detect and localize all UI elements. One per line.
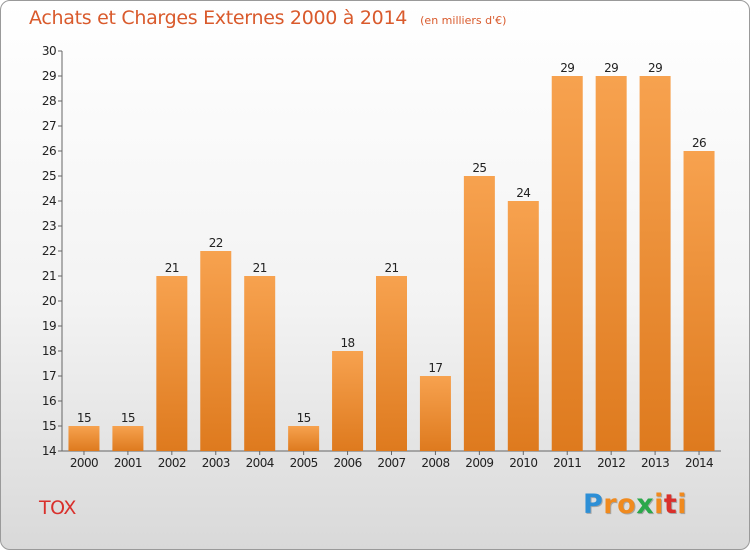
data-label: 15 bbox=[297, 411, 311, 425]
bar-2012 bbox=[595, 76, 627, 451]
data-label: 29 bbox=[648, 61, 662, 75]
logo-letter: t bbox=[663, 489, 678, 520]
bar-2001 bbox=[112, 426, 144, 451]
x-tick-label: 2012 bbox=[597, 456, 625, 470]
x-tick-label: 2004 bbox=[246, 456, 274, 470]
y-tick-label: 16 bbox=[42, 394, 56, 408]
chart-subtitle: (en milliers d'€) bbox=[420, 14, 507, 27]
data-label: 24 bbox=[516, 186, 530, 200]
bar-2003 bbox=[200, 251, 232, 451]
logo-letter: x bbox=[636, 489, 655, 520]
bar-2011 bbox=[551, 76, 583, 451]
chart-bars bbox=[68, 76, 715, 451]
bar-2008 bbox=[419, 376, 451, 451]
bar-2005 bbox=[288, 426, 320, 451]
y-tick-label: 20 bbox=[42, 294, 56, 308]
y-tick-label: 21 bbox=[42, 269, 56, 283]
data-label: 15 bbox=[77, 411, 91, 425]
bar-2009 bbox=[463, 176, 495, 451]
bar-2004 bbox=[244, 276, 276, 451]
bar-2006 bbox=[332, 351, 364, 451]
y-tick-label: 26 bbox=[42, 144, 56, 158]
x-tick-label: 2002 bbox=[158, 456, 186, 470]
bar-2014 bbox=[683, 151, 715, 451]
bar-2000 bbox=[68, 426, 100, 451]
x-tick-label: 2000 bbox=[70, 456, 98, 470]
bar-2010 bbox=[507, 201, 539, 451]
bar-2007 bbox=[376, 276, 407, 451]
y-tick-label: 22 bbox=[42, 244, 56, 258]
chart-labels: 2000 15 2001 15 2002 21 2003 22 2004 21 2005 15 2006… bbox=[70, 61, 714, 470]
y-tick-label: 25 bbox=[42, 169, 56, 183]
x-tick-label: 2006 bbox=[333, 456, 361, 470]
x-tick-label: 2007 bbox=[377, 456, 405, 470]
x-tick-label: 2013 bbox=[641, 456, 669, 470]
logo-letter: r bbox=[603, 489, 618, 520]
logo-letter: P bbox=[583, 489, 604, 520]
logo-letter: o bbox=[617, 489, 637, 520]
x-tick-label: 2001 bbox=[114, 456, 142, 470]
bar-2002 bbox=[156, 276, 188, 451]
data-label: 21 bbox=[165, 261, 179, 275]
y-tick-label: 29 bbox=[42, 69, 56, 83]
title-row: Achats et Charges Externes 2000 à 2014 (… bbox=[29, 7, 506, 29]
commune-name: TOX bbox=[39, 497, 76, 519]
x-tick-label: 2003 bbox=[202, 456, 230, 470]
y-tick-label: 23 bbox=[42, 219, 56, 233]
logo-letter: i bbox=[654, 489, 664, 520]
logo-letter: i bbox=[677, 489, 688, 520]
proxiti-logo: Proxiti bbox=[583, 489, 687, 520]
y-tick-label: 28 bbox=[42, 94, 56, 108]
data-label: 26 bbox=[692, 136, 706, 150]
data-label: 21 bbox=[253, 261, 267, 275]
x-tick-label: 2014 bbox=[685, 456, 713, 470]
y-tick-label: 19 bbox=[42, 319, 56, 333]
y-tick-label: 14 bbox=[42, 444, 56, 458]
data-label: 22 bbox=[209, 236, 223, 250]
data-label: 18 bbox=[341, 336, 355, 350]
chart-title: Achats et Charges Externes 2000 à 2014 bbox=[29, 7, 408, 29]
y-tick-label: 24 bbox=[42, 194, 56, 208]
x-tick-label: 2008 bbox=[421, 456, 449, 470]
x-tick-label: 2011 bbox=[553, 456, 581, 470]
y-tick-label: 15 bbox=[42, 419, 56, 433]
y-tick-label: 18 bbox=[42, 344, 56, 358]
y-tick-label: 30 bbox=[42, 44, 56, 58]
x-tick-label: 2009 bbox=[465, 456, 493, 470]
y-tick-label: 27 bbox=[42, 119, 56, 133]
data-label: 29 bbox=[604, 61, 618, 75]
x-tick-label: 2010 bbox=[509, 456, 537, 470]
data-label: 15 bbox=[121, 411, 135, 425]
x-tick-label: 2005 bbox=[290, 456, 318, 470]
data-label: 21 bbox=[384, 261, 398, 275]
bar-2013 bbox=[639, 76, 671, 451]
data-label: 29 bbox=[560, 61, 574, 75]
data-label: 25 bbox=[472, 161, 486, 175]
y-tick-label: 17 bbox=[42, 369, 56, 383]
data-label: 17 bbox=[428, 361, 442, 375]
